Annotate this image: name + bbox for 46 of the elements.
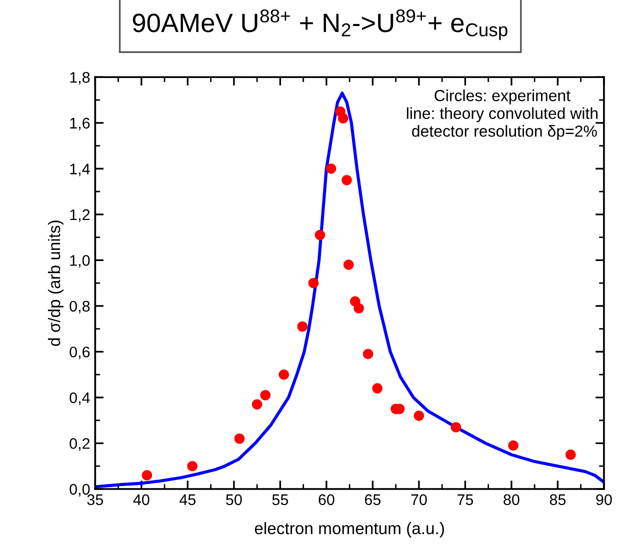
- x-tick-label: 65: [364, 494, 381, 506]
- point: [297, 321, 308, 332]
- x-tick-label: 90: [596, 494, 612, 506]
- y-tick-label: 1,2: [70, 209, 90, 222]
- y-tick-label: 0,0: [70, 484, 90, 497]
- y-tick-label: 0,8: [70, 300, 90, 314]
- point: [142, 470, 152, 480]
- point: [414, 410, 424, 421]
- point: [187, 460, 198, 472]
- point: [362, 348, 374, 360]
- y-tick-label: 1,0: [70, 255, 90, 268]
- point: [314, 230, 326, 240]
- x-tick-label: 85: [550, 494, 566, 506]
- x-tick-label: 50: [226, 494, 242, 506]
- y-tick-label: 0,2: [70, 438, 90, 451]
- point: [252, 399, 262, 410]
- point: [278, 369, 290, 380]
- x-tick-label: 45: [180, 494, 196, 506]
- point: [343, 260, 354, 270]
- y-tick-label: 0,6: [70, 346, 90, 360]
- point: [338, 113, 348, 124]
- x-tick-label: 70: [411, 494, 427, 506]
- y-tick-label: 1,6: [70, 118, 90, 130]
- y-axis-title: d σ/dp (arb units): [48, 220, 64, 346]
- x-tick-label: 60: [318, 494, 334, 506]
- point: [234, 434, 245, 444]
- point: [566, 450, 576, 460]
- point: [260, 390, 271, 400]
- x-tick-label: 35: [87, 494, 104, 506]
- point: [308, 278, 319, 288]
- y-tick-label: 1,4: [70, 164, 90, 176]
- chart-title: 90AMeV U$^{88+}$ + N$_{2}$->U$^{89+}$+ e$_{Cusp}$: [132, 9, 508, 40]
- point: [450, 422, 462, 432]
- x-tick-label: 80: [504, 494, 520, 506]
- point: [326, 164, 336, 174]
- x-tick-label: 75: [457, 494, 474, 506]
- x-axis-title: electron momentum (a.u.): [254, 522, 444, 538]
- point: [508, 440, 518, 451]
- point: [372, 383, 382, 394]
- point: [354, 303, 364, 314]
- y-tick-label: 0,4: [70, 392, 90, 405]
- point: [342, 174, 352, 186]
- x-tick-label: 55: [272, 494, 288, 506]
- x-tick-label: 40: [133, 494, 150, 506]
- annotation: Circles: experiment line: theory convoluted with detector resolution δp=2%: [406, 89, 598, 140]
- y-tick-label: 1,8: [70, 72, 90, 85]
